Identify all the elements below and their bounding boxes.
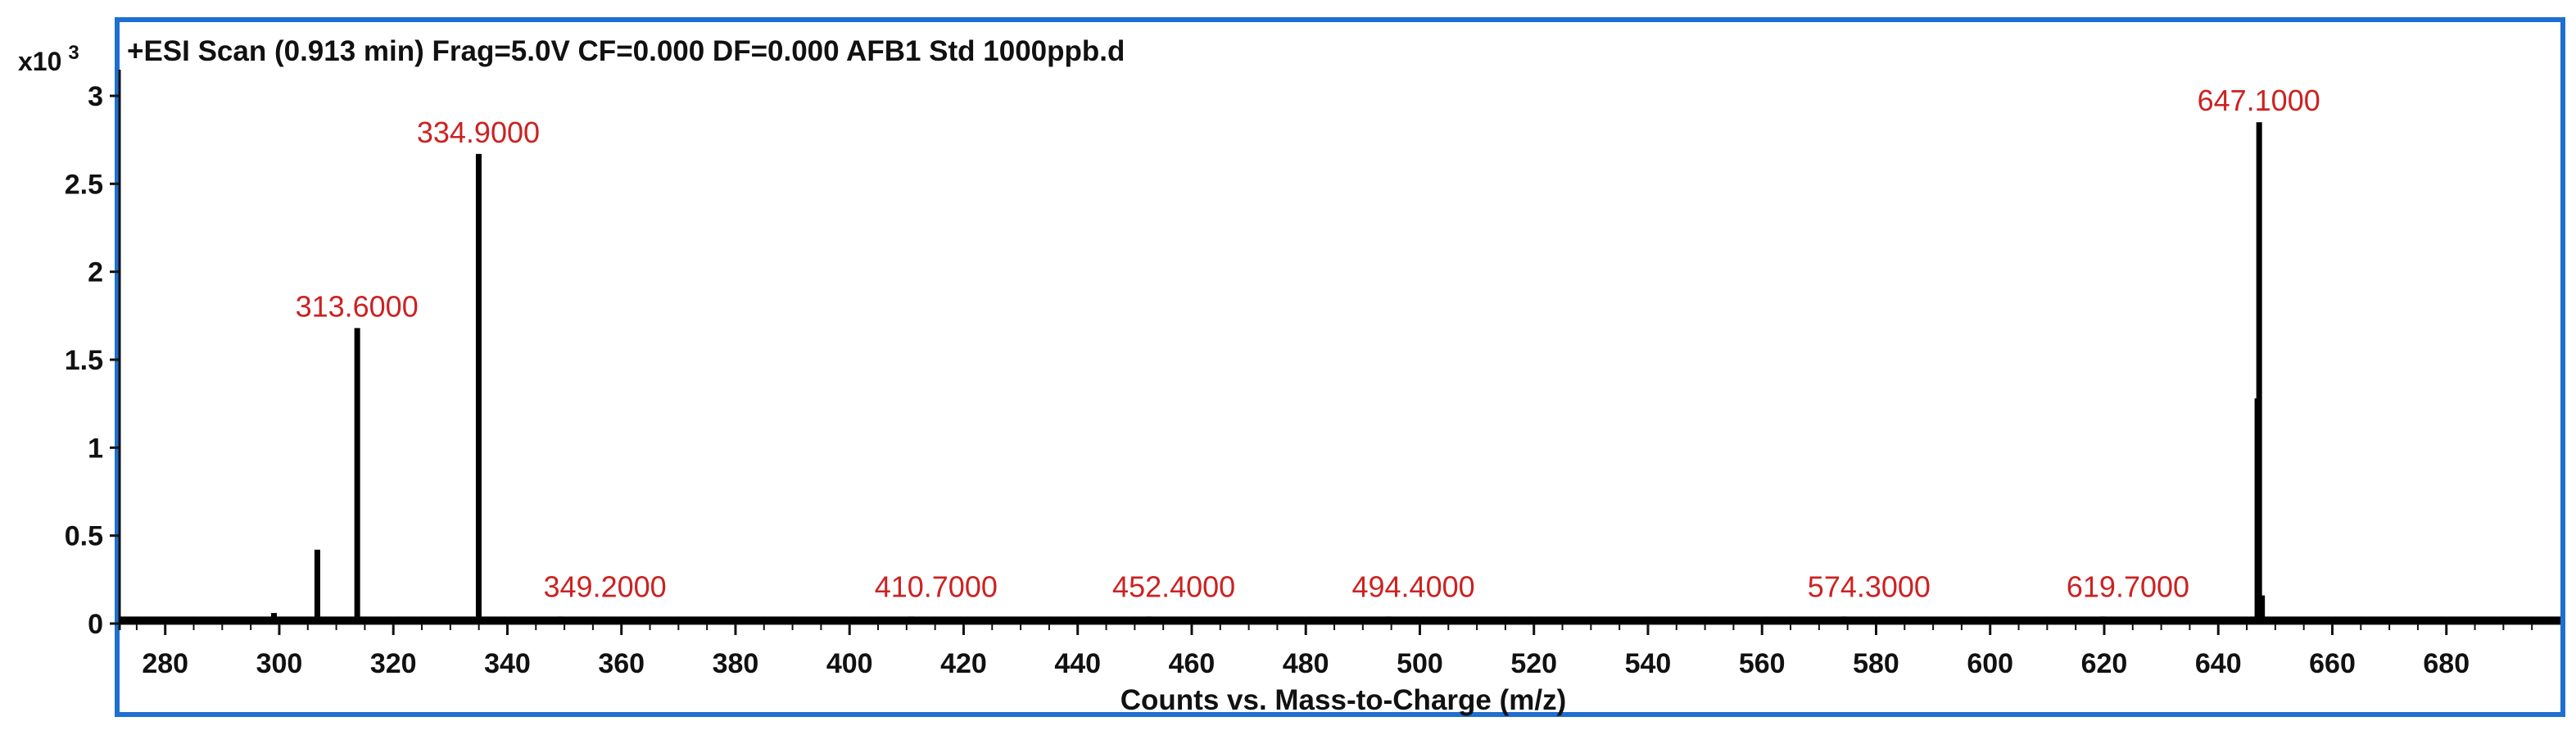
spectrum-peak-bar [2256,122,2262,624]
x-tick-label: 320 [370,648,417,679]
peak-label: 334.9000 [417,116,540,149]
x-tick-label: 300 [256,648,303,679]
spectrum-peak-bar [270,613,277,624]
x-tick-label: 660 [2309,648,2356,679]
spectrum-peak-bar [314,549,320,624]
x-tick-label: 360 [598,648,645,679]
peak-label: 452.4000 [1112,569,1235,603]
spectrum-peak-bar [908,616,914,624]
x-tick-label: 640 [2195,648,2242,679]
x-tick-label: 520 [1510,648,1557,679]
peak-label: 349.2000 [544,569,667,603]
peak-label: 619.7000 [2067,569,2189,603]
x-axis-title: Counts vs. Mass-to-Charge (m/z) [1120,684,1567,716]
x-tick-label: 420 [940,648,987,679]
chart-title: +ESI Scan (0.913 min) Frag=5.0V CF=0.000… [127,35,1125,67]
peak-label: 647.1000 [2198,84,2320,117]
y-tick-label: 0 [88,609,103,640]
spectrum-peak-bar [354,328,360,624]
x-tick-label: 620 [2081,648,2128,679]
spectrum-peak-bar [1840,616,1847,624]
x-tick-label: 380 [713,648,759,679]
y-tick-label: 3 [88,81,103,112]
spectrum-peak-bar [557,616,564,624]
x-tick-label: 400 [826,648,873,679]
x-tick-label: 500 [1397,648,1443,679]
x-tick-label: 280 [142,648,188,679]
y-tick-label: 0.5 [65,521,103,552]
x-tick-label: 540 [1625,648,1672,679]
y-tick-label: 1.5 [65,345,103,376]
peak-label: 574.3000 [1808,569,1931,603]
peak-labels-layer: 313.6000 334.9000 349.2000 410.7000 452.4000… [296,84,2320,603]
x-tick-label: 460 [1169,648,1216,679]
peak-label: 494.4000 [1351,569,1474,603]
bars-layer [270,122,2266,624]
x-tick-label: 560 [1739,648,1786,679]
peak-label: 410.7000 [875,569,998,603]
peak-label: 313.6000 [296,289,419,323]
x-tick-label: 580 [1853,648,1899,679]
baseline-noise [120,616,2560,624]
y-multiplier: x10 3 [18,42,79,76]
x-tick-label: 480 [1283,648,1329,679]
chart-frame [115,17,2565,717]
x-tick-label: 600 [1967,648,2013,679]
spectrum-peak-bar [2099,616,2106,624]
baseline-layer [120,616,2560,624]
y-tick-label: 1 [88,433,103,464]
spectrum-peak-bar [1146,616,1152,624]
x-tick-label: 680 [2423,648,2470,679]
spectrum-peak-bar [2259,595,2266,624]
x-tick-label: 340 [484,648,531,679]
spectrum-peak-bar [475,153,482,624]
spectrum-peak-bar [1385,616,1392,624]
y-axis: 0 0.5 1 1.5 2 2.5 3 [65,70,121,640]
y-tick-label: 2 [88,257,103,288]
x-tick-label: 440 [1054,648,1101,679]
y-tick-label: 2.5 [65,169,103,200]
